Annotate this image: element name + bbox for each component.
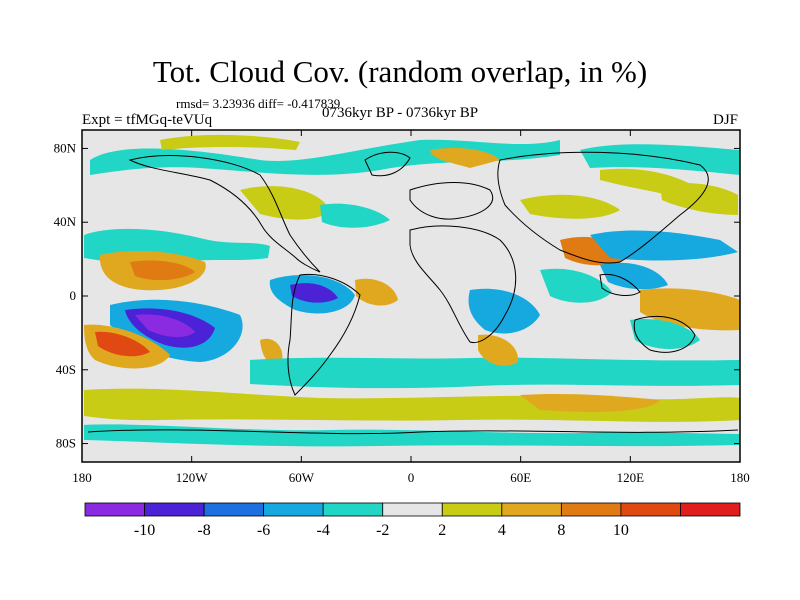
lon-tick-labels: 180 120W 60W 0 60E 120E 180 (72, 470, 750, 485)
experiment-label: Expt = tfMGq-teVUq (82, 112, 213, 128)
anomaly-patch (260, 338, 283, 366)
anomaly-patch (600, 262, 668, 290)
colorbar-swatch (263, 502, 324, 517)
colorbar (84, 502, 741, 517)
anomaly-patch (520, 194, 620, 219)
lon-tick-label: 120E (617, 470, 645, 485)
anomaly-patch (580, 144, 740, 175)
lat-tick-label: 0 (70, 288, 77, 303)
anomaly-patch (84, 424, 740, 447)
anomaly-patch (290, 283, 338, 303)
anomaly-patch (478, 334, 519, 366)
coastline (409, 182, 493, 220)
coastline (633, 316, 696, 353)
colorbar-label: -2 (376, 522, 389, 539)
anomaly-fields (84, 134, 740, 447)
season-label: DJF (712, 112, 738, 128)
lon-tick-label: 180 (72, 470, 92, 485)
colorbar-label: 2 (438, 522, 446, 539)
anomaly-patch (160, 134, 300, 150)
colorbar-swatch (203, 502, 265, 517)
anomaly-patch (95, 331, 150, 357)
coastline (87, 429, 739, 435)
colorbar-swatch (322, 502, 384, 517)
stats-label: rmsd= 3.23936 diff= -0.417839 (176, 96, 341, 111)
coastline (497, 151, 709, 264)
period-label: 0736kyr BP - 0736kyr BP (322, 105, 479, 121)
colorbar-labels: -10 -8 -6 -4 -2 2 4 8 10 (134, 522, 629, 539)
anomaly-patch (135, 314, 195, 338)
colorbar-swatch (680, 502, 741, 517)
lat-tick-label: 80S (56, 436, 76, 451)
anomaly-patch (250, 357, 740, 389)
anomaly-patch (640, 288, 740, 331)
lon-tick-label: 120W (176, 470, 209, 485)
anomaly-patch (130, 260, 195, 281)
anomaly-patch (320, 203, 390, 228)
colorbar-swatch (441, 502, 503, 517)
lat-tick-labels: 80N 40N 0 40S 80S (54, 140, 77, 450)
anomaly-patch (355, 278, 398, 306)
colorbar-swatch (501, 502, 562, 517)
lat-tick-label: 40S (56, 362, 76, 377)
anomaly-patch (540, 268, 612, 303)
lon-tick-label: 60W (289, 470, 315, 485)
anomaly-patch (630, 319, 700, 349)
colorbar-swatch (560, 502, 622, 517)
anomaly-patch (590, 230, 738, 261)
colorbar-label: 8 (557, 522, 565, 539)
coastline (409, 225, 517, 344)
coastline (287, 273, 361, 396)
plot-title: Tot. Cloud Cov. (random overlap, in %) (152, 54, 648, 89)
colorbar-label: -4 (317, 522, 330, 539)
colorbar-label: -8 (197, 522, 210, 539)
colorbar-label: -10 (134, 522, 155, 539)
colorbar-swatch (84, 502, 145, 517)
coastlines (87, 151, 739, 435)
colorbar-swatch (382, 502, 443, 517)
colorbar-swatch (620, 502, 681, 517)
coastline (364, 151, 411, 177)
colorbar-swatch (144, 502, 205, 517)
lon-tick-label: 0 (408, 470, 415, 485)
colorbar-label: 10 (613, 522, 629, 539)
map-ticks (81, 130, 741, 462)
colorbar-label: 4 (498, 522, 506, 539)
colorbar-label: -6 (257, 522, 270, 539)
lat-tick-label: 80N (54, 140, 77, 155)
anomaly-patch (430, 148, 500, 168)
coastline (128, 155, 321, 273)
anomaly-patch (240, 186, 330, 220)
lon-tick-label: 180 (730, 470, 750, 485)
anomaly-patch (468, 288, 540, 334)
coastline (599, 273, 641, 296)
anomaly-patch (520, 393, 660, 412)
anomaly-patch (660, 183, 738, 215)
lon-tick-label: 60E (510, 470, 531, 485)
lat-tick-label: 40N (54, 214, 77, 229)
